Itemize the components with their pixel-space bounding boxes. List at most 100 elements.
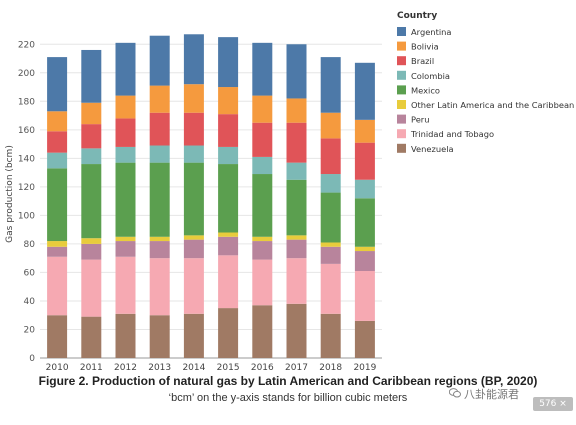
bar-segment — [149, 145, 170, 163]
y-tick-label: 60 — [24, 268, 36, 278]
bar-segment — [252, 95, 273, 123]
bar-segment — [218, 232, 239, 237]
y-tick-label: 200 — [18, 69, 35, 79]
legend-label: Other Latin America and the Caribbean — [411, 100, 574, 110]
legend-label: Peru — [411, 115, 429, 125]
bar-segment — [286, 303, 307, 358]
y-tick-label: 120 — [18, 183, 35, 193]
y-tick-label: 80 — [24, 240, 36, 250]
y-tick-label: 20 — [24, 325, 36, 335]
legend-label: Bolivia — [411, 42, 439, 52]
bar-segment — [81, 49, 102, 103]
y-axis-label: Gas production (bcm) — [5, 145, 15, 243]
legend-label: Argentina — [411, 27, 451, 37]
legend-swatch — [397, 100, 406, 109]
x-tick-label: 2011 — [80, 363, 103, 372]
legend-title: Country — [397, 11, 437, 21]
bar-segment — [320, 174, 341, 193]
stacked-bar-chart: 0 20 40 60 80 100 120 140 160 180 200 220 Gas produc… — [5, 11, 574, 372]
dimension-badge: 576 × 663 — [533, 397, 573, 423]
bar-segment — [320, 138, 341, 175]
bar-segment — [47, 131, 68, 153]
bar-segment — [218, 146, 239, 165]
bar-segment — [81, 102, 102, 125]
bar-segment — [149, 85, 170, 113]
bar-segment — [183, 258, 204, 314]
bar-segment — [252, 259, 273, 306]
bar-segment — [252, 174, 273, 237]
x-tick-label: 2015 — [217, 363, 240, 372]
bar-segment — [286, 98, 307, 123]
bar-segment — [218, 114, 239, 147]
bar-segment — [252, 241, 273, 260]
y-tick-label: 0 — [29, 354, 35, 364]
bar-segment — [354, 62, 375, 120]
x-tick-label: 2012 — [114, 363, 137, 372]
bar-segment — [252, 236, 273, 242]
bar-segment — [320, 57, 341, 113]
bar-segment — [81, 124, 102, 149]
bar-segment — [354, 251, 375, 272]
legend-label: Trinidad and Tobago — [410, 129, 494, 139]
bar-segment — [218, 87, 239, 115]
bar-segment — [320, 112, 341, 139]
legend-label: Brazil — [411, 56, 434, 66]
bar-segment — [218, 236, 239, 256]
bar-segment — [115, 42, 136, 96]
legend-swatch — [397, 56, 406, 66]
x-tick-label: 2010 — [46, 363, 69, 372]
bar-segment — [47, 57, 68, 112]
bar-segment — [320, 246, 341, 264]
bar-segment — [183, 34, 204, 85]
bar-segment — [286, 235, 307, 240]
bar-segment — [81, 243, 102, 260]
y-tick-label: 100 — [18, 211, 35, 221]
bar-segment — [354, 142, 375, 180]
bar-segment — [354, 271, 375, 321]
y-tick-label: 140 — [18, 154, 35, 164]
bar-segment — [252, 305, 273, 358]
bar-segment — [183, 84, 204, 113]
bar-segment — [218, 255, 239, 309]
bar-segment — [183, 239, 204, 259]
legend-swatch — [397, 143, 406, 153]
legend-swatch — [397, 129, 406, 139]
legend-swatch — [397, 70, 406, 80]
x-tick-label: 2018 — [319, 363, 342, 372]
bar-segment — [354, 246, 375, 252]
bar-segment — [149, 258, 170, 316]
bar-segment — [115, 95, 136, 119]
bar-segment — [115, 313, 136, 358]
x-tick-label: 2014 — [182, 363, 205, 372]
bar-segment — [149, 112, 170, 146]
bar-segment — [252, 42, 273, 96]
bar-segment — [183, 313, 204, 358]
x-tick-label: 2019 — [353, 363, 376, 372]
bar-segment — [183, 162, 204, 236]
bar-segment — [115, 146, 136, 163]
bar-segment — [81, 164, 102, 239]
bar-segment — [47, 246, 68, 257]
watermark-text: 八卦能源君 — [464, 388, 519, 401]
bar-segment — [183, 112, 204, 146]
bar-segment — [286, 44, 307, 99]
bar-segment — [115, 236, 136, 242]
bar-segment — [81, 259, 102, 317]
legend-label: Mexico — [411, 85, 440, 95]
bar-segment — [286, 179, 307, 236]
bar-segment — [286, 258, 307, 304]
bar-segment — [286, 239, 307, 259]
x-tick-label: 2013 — [148, 363, 171, 372]
bar-segment — [149, 315, 170, 358]
bar-segment — [47, 111, 68, 132]
bar-segment — [218, 37, 239, 88]
bar-segment — [320, 242, 341, 247]
bar-segment — [218, 308, 239, 358]
x-tick-label: 2016 — [251, 363, 274, 372]
bar-segment — [354, 320, 375, 358]
bar-segment — [149, 236, 170, 242]
bar-segment — [252, 122, 273, 157]
bar-segment — [149, 35, 170, 86]
y-tick-label: 40 — [24, 297, 36, 307]
figure-note: ‘bcm’ on the y-axis stands for billion c… — [168, 392, 408, 404]
